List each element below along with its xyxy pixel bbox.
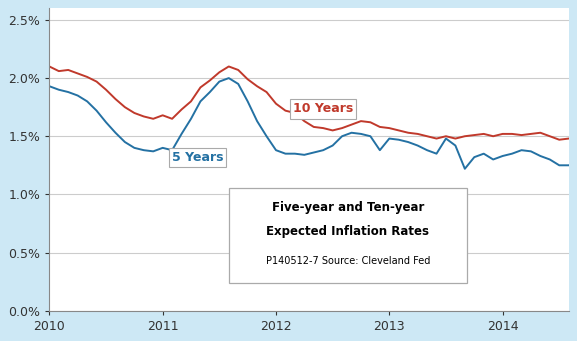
Text: 10 Years: 10 Years bbox=[293, 102, 353, 115]
Text: Expected Inflation Rates: Expected Inflation Rates bbox=[267, 225, 429, 238]
Text: 5 Years: 5 Years bbox=[172, 151, 223, 164]
Text: Five-year and Ten-year: Five-year and Ten-year bbox=[272, 201, 424, 214]
FancyBboxPatch shape bbox=[228, 188, 467, 283]
Text: P140512-7 Source: Cleveland Fed: P140512-7 Source: Cleveland Fed bbox=[266, 256, 430, 266]
